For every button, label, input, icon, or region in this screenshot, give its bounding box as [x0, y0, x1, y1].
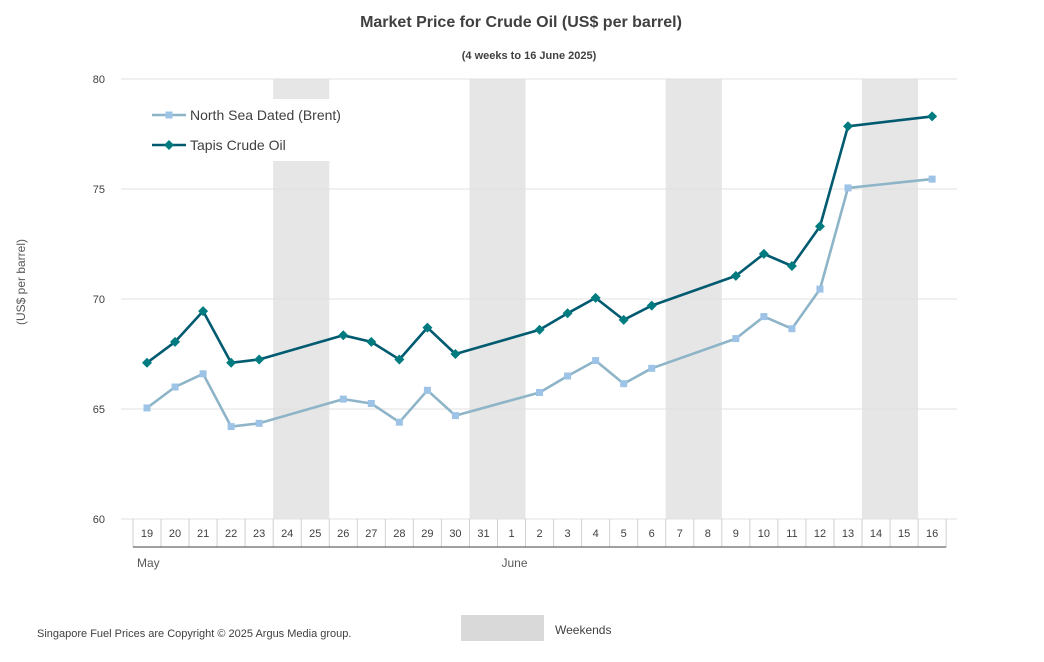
- x-tick-label: 2: [536, 528, 542, 540]
- y-tick-label: 70: [93, 294, 105, 306]
- x-tick-label: 13: [842, 528, 854, 540]
- y-tick-label: 80: [93, 74, 105, 86]
- brent-point: [227, 423, 235, 431]
- brent-point: [844, 184, 852, 192]
- brent-point: [648, 364, 656, 372]
- chart-subtitle: (4 weeks to 16 June 2025): [462, 50, 597, 62]
- x-tick-label: 15: [898, 528, 910, 540]
- tapis-point: [198, 306, 209, 317]
- x-tick-label: 25: [309, 528, 321, 540]
- copyright-text: Singapore Fuel Prices are Copyright © 20…: [37, 628, 352, 640]
- tapis-point: [366, 336, 377, 347]
- tapis-point: [534, 324, 545, 335]
- x-tick-label: 20: [169, 528, 181, 540]
- month-label: June: [502, 556, 528, 570]
- x-tick-label: 10: [758, 528, 770, 540]
- y-tick-label: 60: [93, 514, 105, 526]
- x-tick-label: 8: [705, 528, 711, 540]
- x-tick-label: 6: [649, 528, 655, 540]
- brent-point: [592, 357, 600, 365]
- x-tick-label: 3: [565, 528, 571, 540]
- chart-title: Market Price for Crude Oil (US$ per barr…: [360, 14, 682, 31]
- x-tick-label: 5: [621, 528, 627, 540]
- x-tick-label: 21: [197, 528, 209, 540]
- x-tick-label: 31: [477, 528, 489, 540]
- x-tick-label: 1: [508, 528, 514, 540]
- x-tick-label: 12: [814, 528, 826, 540]
- x-tick-label: 11: [786, 528, 797, 540]
- tapis-point: [170, 336, 181, 347]
- weekends-legend-swatch: [461, 615, 544, 641]
- gridlines: [121, 78, 957, 520]
- tapis-point: [843, 121, 853, 132]
- x-tick-label: 7: [677, 528, 683, 540]
- brent-point: [199, 370, 207, 378]
- tapis-point: [226, 357, 237, 368]
- tapis-point: [422, 322, 433, 333]
- series-lines: [142, 111, 938, 431]
- legend-label-tapis: Tapis Crude Oil: [190, 137, 286, 153]
- x-tick-label: 26: [337, 528, 349, 540]
- brent-point: [171, 383, 179, 391]
- tapis-point: [786, 261, 797, 271]
- x-tick-label: 16: [926, 528, 938, 540]
- tapis-point: [394, 354, 405, 365]
- legend-marker-tapis: [164, 140, 174, 150]
- brent-point: [788, 325, 796, 333]
- brent-point: [367, 400, 375, 407]
- brent-point: [536, 389, 544, 396]
- month-label: May: [137, 556, 160, 570]
- tapis-point: [142, 357, 152, 368]
- brent-point: [732, 335, 740, 343]
- brent-point: [816, 285, 824, 293]
- x-tick-label: 24: [281, 528, 293, 540]
- tapis-point: [927, 111, 938, 122]
- tapis-point: [338, 330, 349, 341]
- brent-point: [339, 395, 347, 403]
- tapis-point: [254, 354, 265, 365]
- brent-point: [423, 386, 431, 394]
- brent-point: [451, 412, 459, 420]
- tapis-point: [450, 349, 461, 359]
- legend-label-brent: North Sea Dated (Brent): [190, 107, 341, 123]
- y-tick-label: 65: [93, 404, 105, 416]
- x-tick-label: 23: [253, 528, 265, 540]
- x-tick-label: 4: [593, 528, 599, 540]
- brent-point: [620, 380, 628, 388]
- x-tick-label: 9: [733, 528, 739, 540]
- x-tick-label: 19: [141, 528, 153, 540]
- tapis-point: [646, 300, 657, 311]
- tapis-point: [758, 248, 769, 259]
- brent-point: [760, 313, 768, 321]
- y-tick-label: 75: [93, 184, 105, 196]
- x-tick-label: 22: [225, 528, 237, 540]
- brent-point: [928, 175, 936, 183]
- y-axis: 60 65 70 75 80: [93, 74, 105, 526]
- x-tick-label: 27: [365, 528, 377, 540]
- x-tick-label: 29: [421, 528, 433, 540]
- x-tick-label: 14: [870, 528, 882, 540]
- legend-box: [145, 99, 363, 161]
- y-axis-label: (US$ per barrel): [14, 239, 28, 325]
- weekends-legend-label: Weekends: [555, 623, 612, 637]
- brent-point: [143, 404, 151, 412]
- tapis-point: [730, 270, 741, 281]
- brent-point: [395, 418, 403, 426]
- brent-point: [255, 419, 263, 427]
- x-tick-label: 28: [393, 528, 405, 540]
- x-tick-label: 30: [449, 528, 461, 540]
- brent-point: [564, 372, 572, 380]
- tapis-point: [618, 314, 629, 325]
- tapis-point: [590, 292, 601, 303]
- tapis-point: [562, 308, 573, 319]
- tapis-point: [814, 221, 825, 232]
- legend-marker-brent: [165, 111, 173, 119]
- x-axis: 19 20 21 22 23 24 25 26 27 28 29 30 31 1 2 3 4 5 6 7 8 9 10 11 1…: [132, 519, 947, 570]
- legend: North Sea Dated (Brent) Tapis Crude Oil: [145, 99, 363, 161]
